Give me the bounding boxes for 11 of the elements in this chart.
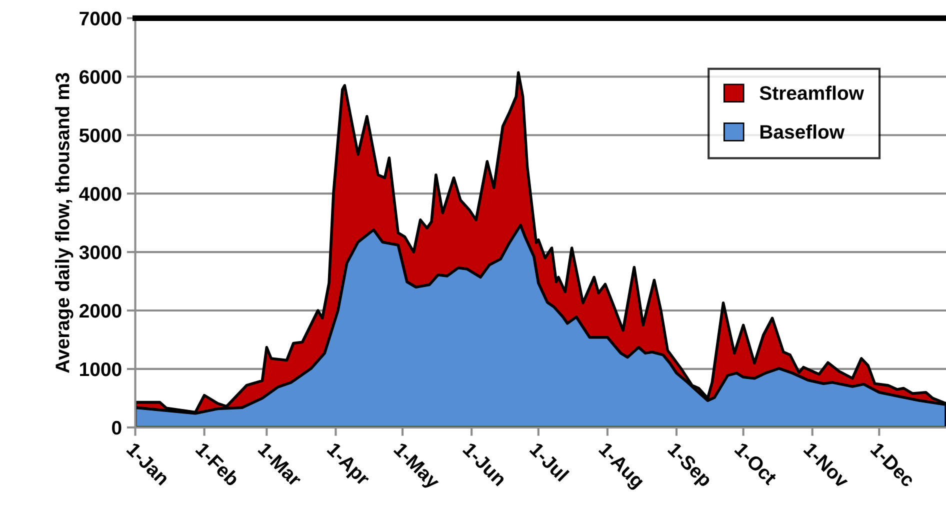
y-tick-label: 1000 (80, 362, 122, 376)
y-tick-label: 0 (112, 420, 122, 435)
y-tick-label: 3000 (79, 246, 122, 260)
y-tick-label: 2000 (80, 304, 122, 318)
y-tick-label: 7000 (80, 12, 122, 26)
y-axis-title: Average daily flow, thousand m3 (55, 72, 74, 373)
y-tick-label: 6000 (80, 70, 122, 84)
legend-label: Streamflow (760, 86, 864, 100)
legend-label: Baseflow (760, 124, 845, 139)
y-tick-label: 4000 (79, 187, 122, 201)
y-tick-label: 5000 (79, 128, 122, 142)
